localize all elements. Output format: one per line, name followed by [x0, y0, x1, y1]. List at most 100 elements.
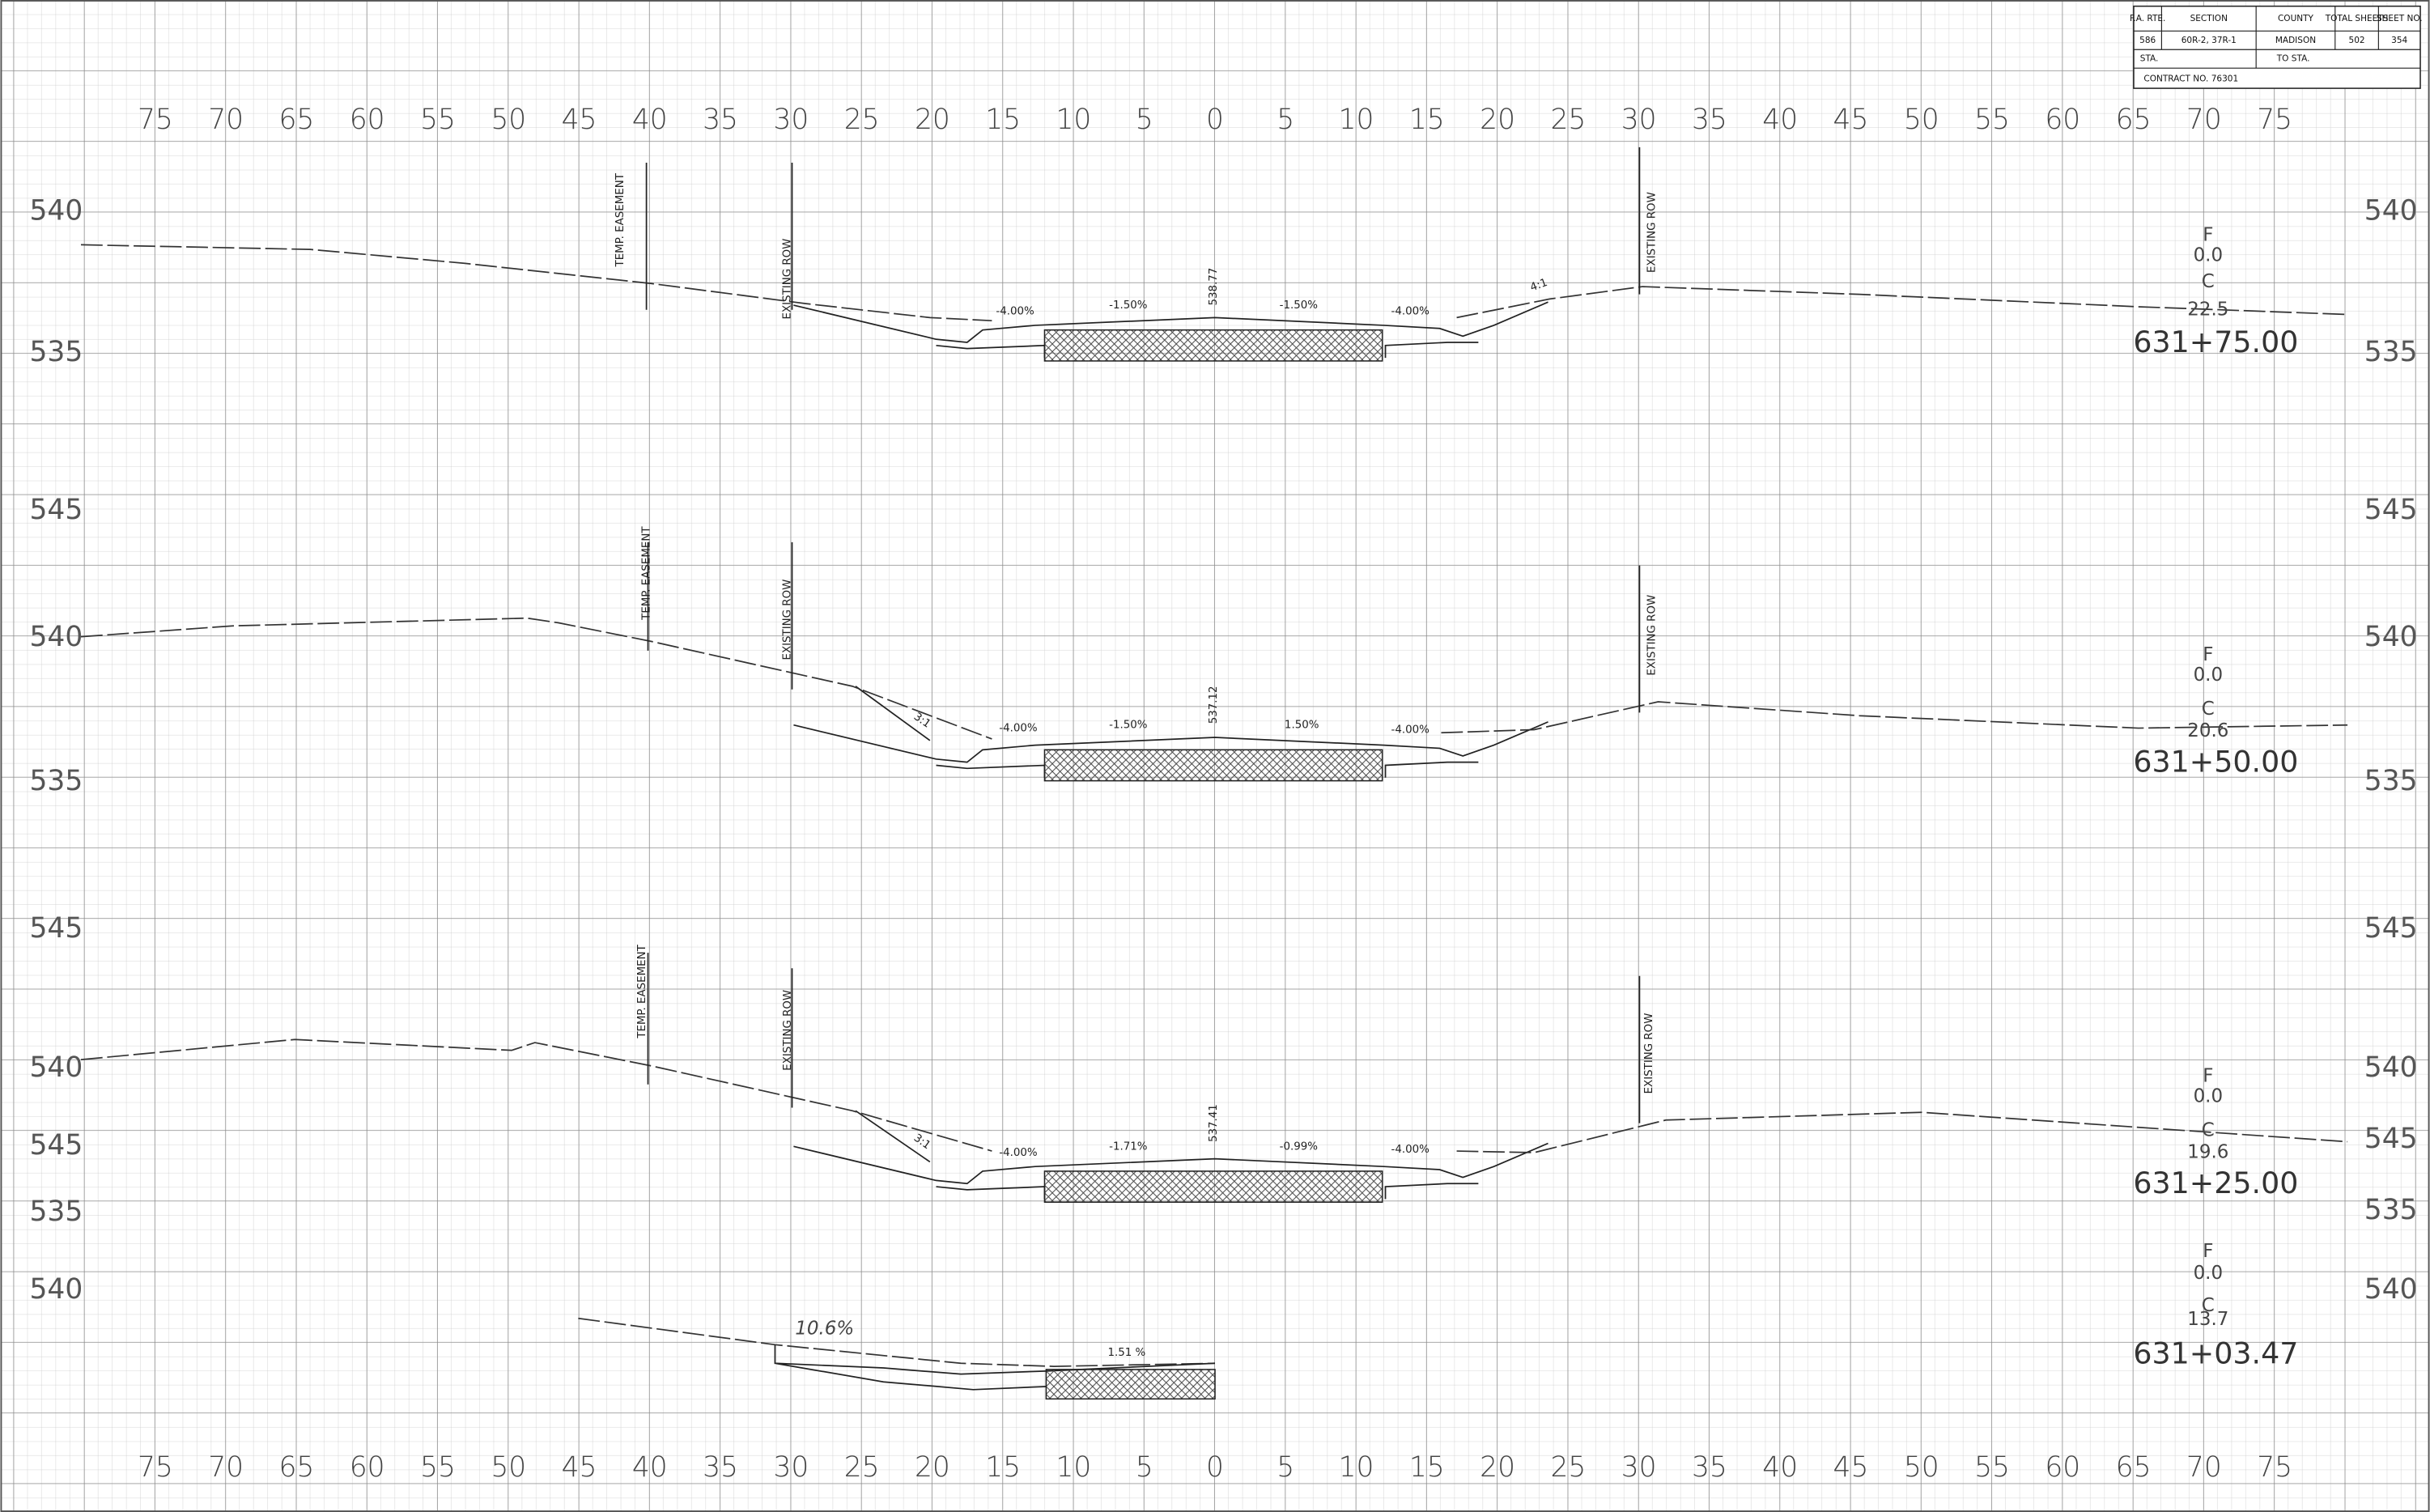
- offset-label: 25: [1550, 1451, 1586, 1484]
- elevation-label: 535: [2364, 765, 2418, 797]
- offset-label: 50: [491, 104, 526, 136]
- offset-label: 65: [279, 1451, 315, 1484]
- elevation-label: 545: [2364, 1123, 2418, 1155]
- offset-label: 70: [208, 1451, 244, 1484]
- value-cell: MADISON: [2275, 36, 2316, 45]
- offset-label: 75: [138, 1451, 173, 1484]
- cut: 22.5: [2187, 299, 2228, 320]
- elevation-label: 545: [2364, 912, 2418, 945]
- cut-label: C: [2202, 1120, 2215, 1141]
- cut: 19.6: [2187, 1141, 2228, 1162]
- value-cell: 586: [2139, 36, 2156, 45]
- centerline-elevation: 537.41: [1208, 1104, 1220, 1142]
- offset-label: 60: [2045, 1451, 2080, 1484]
- station-label: 631+03.47: [2133, 1336, 2298, 1371]
- slope-label: 10.6%: [795, 1319, 854, 1340]
- elevation-label: 545: [2364, 494, 2418, 526]
- fill-label: F: [2203, 644, 2213, 665]
- cut: 13.7: [2187, 1309, 2228, 1330]
- offset-label: 40: [1762, 104, 1798, 136]
- offset-label: 25: [844, 104, 880, 136]
- offset-label: 5: [1277, 1451, 1294, 1484]
- offset-label: 15: [1409, 104, 1445, 136]
- existing-row-label: EXISTING ROW: [782, 580, 794, 660]
- offset-label: 55: [420, 104, 456, 136]
- offset-label: 65: [279, 104, 315, 136]
- title-block: [2133, 5, 2421, 89]
- offset-label: 50: [491, 1451, 526, 1484]
- existing-row-label: EXISTING ROW: [1646, 595, 1659, 676]
- offset-label: 60: [350, 104, 385, 136]
- title-block-text: F.A. RTE. SECTION COUNTY TOTAL SHEETSSHEET …: [2130, 14, 2423, 84]
- offset-label: 45: [562, 1451, 597, 1484]
- offset-label: 75: [2257, 1451, 2292, 1484]
- existing-row-label: EXISTING ROW: [1643, 1013, 1655, 1094]
- cut-label: C: [2202, 271, 2215, 292]
- offset-label: 30: [773, 104, 809, 136]
- offset-label: 30: [1621, 104, 1657, 136]
- value-cell: 502: [2349, 36, 2365, 45]
- sections: [80, 147, 2348, 1400]
- fill-label: F: [2203, 224, 2213, 245]
- offset-label: 25: [844, 1451, 880, 1484]
- offset-label: 35: [1692, 1451, 1727, 1484]
- slope-label: -4.00%: [1391, 306, 1429, 318]
- offset-label: 30: [773, 1451, 809, 1484]
- temp-easement-label: TEMP. EASEMENT: [636, 944, 648, 1038]
- offset-label: 45: [1833, 104, 1869, 136]
- slope-label: -1.71%: [1109, 1140, 1147, 1153]
- slope-label: -1.50%: [1280, 299, 1318, 312]
- offset-label: 45: [1833, 1451, 1869, 1484]
- side-slope: [855, 1110, 931, 1163]
- offset-label: 5: [1136, 104, 1153, 136]
- existing-row-label: EXISTING ROW: [782, 239, 794, 320]
- existing-row-label: EXISTING ROW: [1646, 192, 1659, 273]
- offset-label: 25: [1550, 104, 1586, 136]
- elevation-label: 540: [30, 1273, 83, 1306]
- slope-label: -4.00%: [999, 723, 1037, 735]
- header-cell: SHEET NO.: [2377, 14, 2423, 23]
- header-cell: COUNTY: [2278, 14, 2314, 23]
- slope-label: -4.00%: [1391, 724, 1429, 736]
- contract-no: CONTRACT NO. 76301: [2143, 74, 2238, 84]
- offset-label: 60: [350, 1451, 385, 1484]
- slope-label: 1.51 %: [1108, 1347, 1146, 1359]
- elevation-label: 540: [30, 621, 83, 653]
- slope-label: -1.50%: [1109, 720, 1147, 732]
- fill-label: F: [2203, 1066, 2213, 1087]
- offset-label: 65: [2116, 1451, 2152, 1484]
- row-line: [647, 953, 1641, 1123]
- elevation-label: 545: [30, 494, 83, 526]
- offset-label: 20: [1480, 1451, 1515, 1484]
- elevation-label: 545: [30, 1129, 83, 1162]
- offset-label: 10: [1339, 104, 1374, 136]
- sta-label: STA.: [2140, 54, 2159, 64]
- existing-ground: [80, 244, 2348, 322]
- temp-easement-label: TEMP. EASEMENT: [614, 172, 627, 267]
- pavement-base: [1045, 1369, 1216, 1400]
- offset-label: 55: [1974, 1451, 2010, 1484]
- offset-label: 35: [1692, 104, 1727, 136]
- slope-label: -4.00%: [996, 306, 1034, 318]
- offset-label: 15: [985, 104, 1021, 136]
- offset-label: 60: [2045, 104, 2080, 136]
- slope-label: -1.50%: [1109, 299, 1147, 312]
- existing-ground: [578, 1317, 1216, 1367]
- offset-label: 5: [1277, 104, 1294, 136]
- row-line: [647, 542, 1641, 713]
- fill-label: F: [2203, 1241, 2213, 1262]
- elevation-label: 535: [30, 765, 83, 797]
- header-cell: SECTION: [2190, 14, 2228, 23]
- offset-label: 50: [1904, 104, 1939, 136]
- elevation-label: 535: [30, 1196, 83, 1228]
- station-label: 631+75.00: [2133, 325, 2298, 359]
- cut-label: C: [2202, 699, 2215, 720]
- centerline-elevation: 537.12: [1208, 686, 1220, 724]
- offset-label: 55: [420, 1451, 456, 1484]
- slope-label: -4.00%: [1391, 1144, 1429, 1156]
- elevation-label: 535: [2364, 336, 2418, 368]
- offset-label: 45: [562, 104, 597, 136]
- offset-label: 55: [1974, 104, 2010, 136]
- offset-label: 30: [1621, 1451, 1657, 1484]
